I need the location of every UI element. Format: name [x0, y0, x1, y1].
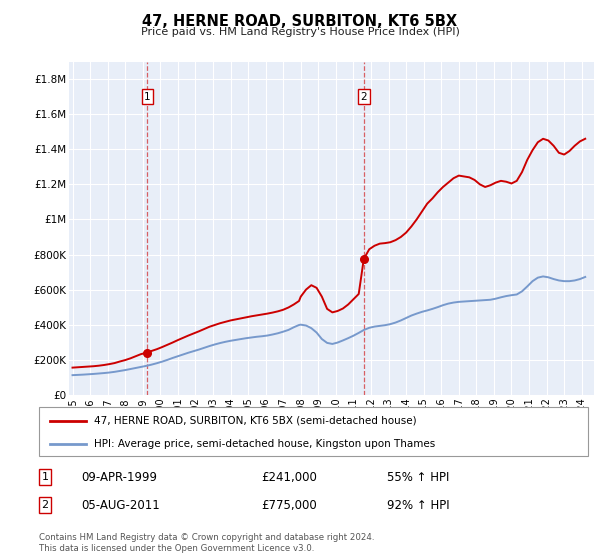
Text: 47, HERNE ROAD, SURBITON, KT6 5BX: 47, HERNE ROAD, SURBITON, KT6 5BX — [142, 14, 458, 29]
Text: Contains HM Land Registry data © Crown copyright and database right 2024.
This d: Contains HM Land Registry data © Crown c… — [39, 533, 374, 553]
Text: 1: 1 — [144, 92, 151, 102]
Text: £775,000: £775,000 — [261, 498, 317, 512]
Text: 09-APR-1999: 09-APR-1999 — [81, 470, 157, 484]
Text: 2: 2 — [41, 500, 49, 510]
Text: HPI: Average price, semi-detached house, Kingston upon Thames: HPI: Average price, semi-detached house,… — [94, 438, 435, 449]
Text: 2: 2 — [361, 92, 367, 102]
Text: £241,000: £241,000 — [261, 470, 317, 484]
Text: Price paid vs. HM Land Registry's House Price Index (HPI): Price paid vs. HM Land Registry's House … — [140, 27, 460, 37]
Text: 05-AUG-2011: 05-AUG-2011 — [81, 498, 160, 512]
Text: 47, HERNE ROAD, SURBITON, KT6 5BX (semi-detached house): 47, HERNE ROAD, SURBITON, KT6 5BX (semi-… — [94, 416, 416, 426]
FancyBboxPatch shape — [39, 407, 588, 456]
Text: 1: 1 — [41, 472, 49, 482]
Text: 92% ↑ HPI: 92% ↑ HPI — [387, 498, 449, 512]
Text: 55% ↑ HPI: 55% ↑ HPI — [387, 470, 449, 484]
